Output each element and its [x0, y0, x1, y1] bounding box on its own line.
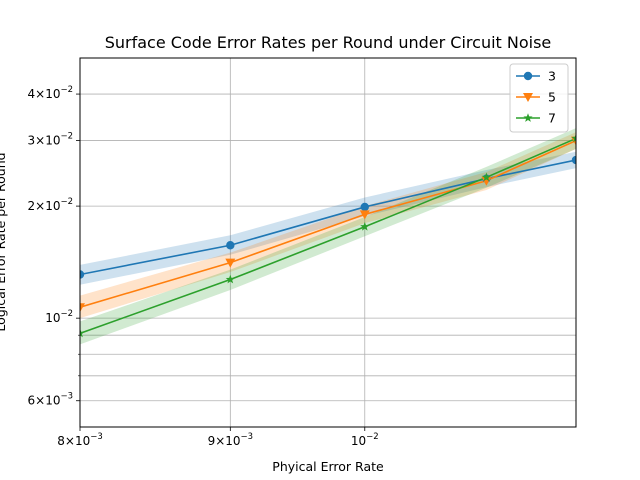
x-tick-label: 8×10−3 [57, 432, 103, 448]
series-7-point [225, 274, 235, 284]
legend: 3 5 7 [509, 63, 569, 133]
tick-label-exponent: −2 [60, 132, 73, 142]
tick-label-base: 6×10 [28, 394, 61, 408]
grid [79, 58, 576, 427]
series-markers [80, 133, 576, 338]
legend-label-5: 5 [548, 90, 556, 105]
tick-label-exponent: −2 [60, 85, 73, 95]
series-7-point [571, 133, 576, 143]
y-tick-label: 4×10−2 [28, 85, 74, 101]
tick-label-base: 9×10 [208, 434, 241, 448]
tick-label-exponent: −2 [60, 309, 73, 319]
tick-label-base: 3×10 [28, 134, 61, 148]
series-5-band [80, 132, 576, 319]
chart-title: Surface Code Error Rates per Round under… [105, 33, 552, 52]
tick-label-exponent: −3 [90, 432, 103, 442]
series-5-point [225, 258, 236, 268]
tick-label-exponent: −2 [366, 432, 379, 442]
legend-marker-3 [523, 71, 533, 81]
series-5-point [481, 176, 492, 186]
tick-label-base: 2×10 [28, 199, 61, 213]
series-5-point [359, 210, 370, 220]
plot-frame [79, 57, 577, 428]
y-tick-label: 6×10−3 [28, 392, 74, 408]
tick-label-exponent: −3 [60, 392, 73, 402]
legend-label-7: 7 [548, 111, 556, 126]
plot-area [80, 58, 576, 427]
series-3-point [571, 155, 576, 165]
series-3-point [80, 270, 85, 279]
tick-label-base: 10 [351, 434, 366, 448]
x-tick-label: 10−2 [351, 432, 379, 448]
tick-label-base: 10 [45, 311, 60, 325]
series-5-point [80, 303, 85, 313]
tick-label-base: 4×10 [28, 87, 61, 101]
tick-label-exponent: −2 [60, 197, 73, 207]
tick-label-exponent: −3 [241, 432, 254, 442]
y-tick-label: 10−2 [45, 309, 73, 325]
legend-label-3: 3 [548, 69, 556, 84]
y-tick-label: 2×10−2 [28, 197, 74, 213]
ticks: 8×10−3 9×10−3 10−26×10−310−22×10−23×10−24×… [28, 85, 379, 448]
series-3-point [226, 241, 235, 250]
y-tick-label: 3×10−2 [28, 132, 74, 148]
series-7-point [360, 221, 370, 231]
series-7-band [80, 128, 576, 345]
legend-marker-7 [523, 113, 533, 122]
y-axis-label: Logical Error Rate per Round [0, 152, 8, 331]
x-axis-label: Phyical Error Rate [272, 459, 384, 474]
series-7-point [80, 328, 85, 338]
x-tick-label: 9×10−3 [208, 432, 254, 448]
tick-label-base: 8×10 [57, 434, 90, 448]
legend-marker-5 [523, 93, 533, 102]
series-3-point [360, 202, 369, 212]
legend-box [509, 63, 569, 133]
series-7-point [481, 172, 491, 182]
